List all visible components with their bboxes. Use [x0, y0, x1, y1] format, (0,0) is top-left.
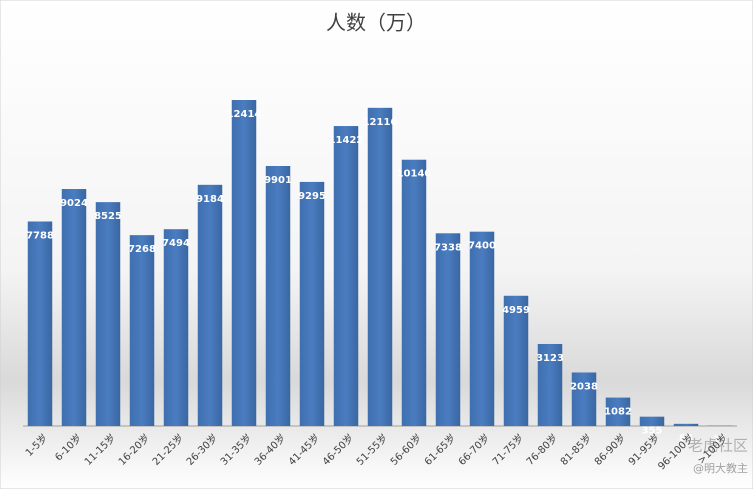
- watermark: 老虎社区: [688, 437, 748, 455]
- value-label: 9295: [298, 191, 326, 202]
- value-label: 9024: [60, 198, 88, 209]
- value-label: 11422: [329, 135, 364, 146]
- bar: [503, 295, 529, 426]
- value-label: 4959: [502, 305, 530, 316]
- bar: [537, 343, 563, 426]
- value-label: 2038: [570, 381, 598, 392]
- value-label: 12116: [363, 117, 398, 128]
- value-label: 9184: [196, 194, 224, 205]
- value-label: 7338: [434, 242, 462, 253]
- value-label: 7494: [162, 238, 190, 249]
- bar: [435, 233, 461, 426]
- bar: [129, 235, 155, 426]
- bar: [401, 159, 427, 426]
- bar: [299, 181, 325, 426]
- value-label: 12414: [227, 109, 262, 120]
- value-label: 8525: [94, 211, 122, 222]
- watermark: @明大教主: [693, 461, 748, 475]
- bar: [605, 397, 631, 426]
- value-label: 3123: [536, 353, 564, 364]
- bar: [27, 221, 53, 426]
- value-label: 355: [642, 426, 663, 437]
- bar: [231, 100, 257, 426]
- value-label: 9901: [264, 175, 292, 186]
- value-label: 7788: [26, 230, 54, 241]
- bar: [367, 107, 393, 426]
- bar: [197, 184, 223, 426]
- bar: [469, 231, 495, 426]
- value-label: 7400: [468, 241, 496, 252]
- bar: [673, 423, 699, 426]
- bar: [61, 189, 87, 426]
- bar: [265, 165, 291, 426]
- bar: [95, 202, 121, 426]
- bar: [333, 126, 359, 426]
- bar: [639, 416, 665, 426]
- bar: [163, 229, 189, 426]
- value-label: 7268: [128, 244, 156, 255]
- value-label: 10140: [397, 169, 432, 180]
- bar: [571, 372, 597, 426]
- chart-title: 人数（万）: [326, 11, 426, 35]
- value-label: 11: [713, 435, 727, 446]
- value-label: 83: [679, 433, 693, 444]
- value-label: 1082: [604, 407, 632, 418]
